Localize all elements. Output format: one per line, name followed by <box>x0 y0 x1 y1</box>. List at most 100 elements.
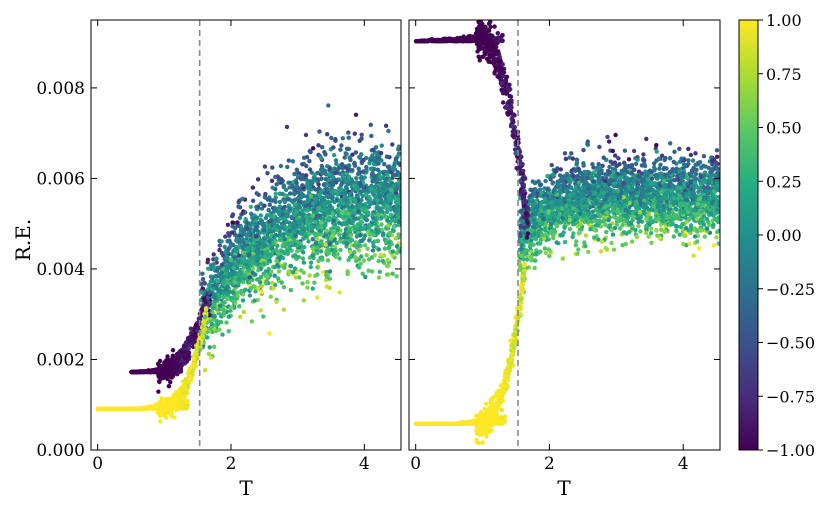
data-point <box>235 220 240 225</box>
data-point <box>383 123 389 128</box>
data-point <box>381 231 386 236</box>
data-point <box>173 389 179 395</box>
data-point <box>375 231 380 236</box>
data-point <box>327 215 333 221</box>
data-point <box>354 180 359 185</box>
data-point <box>302 245 307 250</box>
data-point <box>248 204 254 209</box>
data-point <box>176 351 182 356</box>
data-point <box>367 195 372 200</box>
data-point <box>270 205 276 211</box>
data-point <box>315 226 320 231</box>
data-point <box>231 265 236 271</box>
data-point <box>167 357 173 363</box>
data-point <box>316 182 321 187</box>
data-point <box>371 232 376 238</box>
data-point <box>118 406 123 411</box>
data-point <box>308 149 313 155</box>
data-point <box>180 379 186 384</box>
data-point <box>324 228 329 233</box>
data-point <box>359 132 364 137</box>
data-point <box>301 217 306 222</box>
data-point <box>376 156 381 161</box>
data-point <box>364 211 369 216</box>
data-point <box>378 150 384 156</box>
data-point <box>274 299 279 304</box>
data-point <box>205 335 210 340</box>
data-point <box>296 220 301 225</box>
data-point <box>334 180 339 185</box>
data-point <box>225 255 230 260</box>
data-point <box>300 208 305 214</box>
data-point <box>318 220 324 225</box>
data-point <box>263 191 268 197</box>
data-point <box>569 151 574 156</box>
data-point <box>292 192 297 197</box>
data-point <box>339 180 345 185</box>
data-point <box>280 255 286 261</box>
data-point <box>163 397 168 402</box>
data-point <box>352 163 358 168</box>
data-point <box>182 386 187 391</box>
data-point <box>390 249 396 254</box>
data-point <box>217 247 222 253</box>
data-point <box>342 155 347 160</box>
data-point <box>315 170 320 175</box>
data-point <box>267 331 272 336</box>
data-point <box>393 172 399 178</box>
data-point <box>316 177 321 182</box>
data-point <box>202 327 208 332</box>
data-point <box>170 404 175 409</box>
data-point <box>242 259 247 264</box>
data-point <box>316 232 321 237</box>
data-point <box>250 198 256 203</box>
data-point <box>245 239 250 245</box>
data-point <box>294 256 299 261</box>
data-point <box>160 410 165 416</box>
data-point <box>230 220 235 225</box>
data-point <box>386 245 392 251</box>
data-point <box>303 203 309 209</box>
data-point <box>211 302 216 307</box>
data-point <box>235 290 240 295</box>
data-point <box>281 285 287 290</box>
data-point <box>188 326 193 331</box>
data-point <box>331 167 336 172</box>
data-point <box>299 230 304 235</box>
data-point <box>393 156 399 161</box>
data-point <box>288 287 294 293</box>
data-point <box>370 248 376 253</box>
data-point <box>208 279 213 284</box>
data-point <box>330 174 336 180</box>
data-point <box>239 288 244 294</box>
data-point <box>397 211 401 217</box>
data-point <box>267 258 272 263</box>
data-point <box>273 174 278 180</box>
data-point <box>225 284 230 290</box>
data-point <box>533 258 538 263</box>
data-point <box>229 252 235 257</box>
data-point <box>398 161 401 167</box>
data-point <box>369 133 374 139</box>
data-point <box>398 188 401 193</box>
data-point <box>248 286 253 291</box>
data-point <box>344 241 349 246</box>
data-point <box>281 232 286 237</box>
data-point <box>180 350 185 355</box>
data-point <box>238 230 243 235</box>
data-point <box>206 351 211 356</box>
data-point <box>260 221 265 226</box>
data-point <box>329 185 334 191</box>
data-point <box>251 240 256 246</box>
data-point <box>175 355 181 360</box>
data-point <box>315 295 320 300</box>
data-point <box>388 201 393 206</box>
data-point <box>267 202 272 207</box>
data-point <box>391 183 396 189</box>
data-point <box>134 369 140 375</box>
data-point <box>156 389 161 394</box>
data-point <box>175 372 180 377</box>
data-point <box>226 263 232 269</box>
data-point <box>277 199 283 205</box>
data-point <box>641 152 646 157</box>
